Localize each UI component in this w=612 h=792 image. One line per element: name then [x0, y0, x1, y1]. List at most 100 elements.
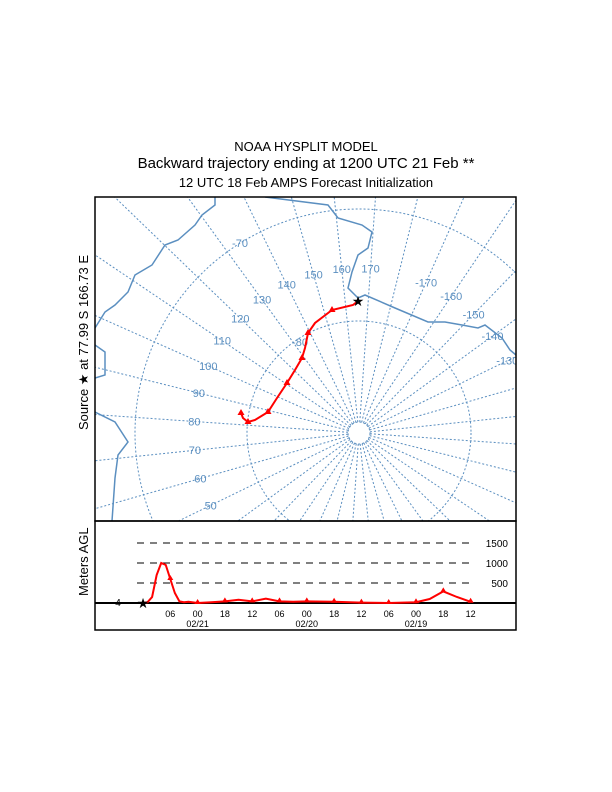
height-panel: 500 1000 1500 4 ★ 06 00 18 12 06 00 18 12 06 00 18 12 02/… [95, 539, 516, 629]
longitude-line [187, 197, 353, 425]
x-tick-label: 12 [247, 609, 257, 619]
trajectory-marker [244, 418, 252, 424]
x-tick-label: 00 [411, 609, 421, 619]
trajectory-marker [298, 354, 306, 360]
height-marker [440, 587, 447, 593]
height-marker [167, 575, 174, 580]
source-star-icon: ★ [352, 293, 365, 309]
longitude-label: 110 [213, 336, 231, 348]
longitude-line [95, 435, 349, 510]
height-axis-label: Meters AGL [76, 527, 91, 596]
height-marker [467, 597, 474, 603]
x-tick-label: 12 [466, 609, 476, 619]
date-label: 02/21 [186, 619, 209, 629]
height-marker [385, 599, 392, 604]
height-frame [94, 520, 517, 631]
title-initialization: 12 UTC 18 Feb AMPS Forecast Initializati… [178, 175, 434, 190]
date-label: 02/19 [405, 619, 428, 629]
height-marker [221, 597, 228, 603]
longitude-line [333, 197, 359, 423]
date-label: 02/20 [296, 619, 319, 629]
height-marker [249, 597, 256, 603]
coastline [264, 197, 516, 356]
longitude-line [273, 440, 352, 521]
x-tick-label: 06 [384, 609, 394, 619]
longitude-line [290, 197, 357, 423]
longitude-label: 60 [194, 473, 206, 485]
longitude-line [336, 443, 357, 521]
longitude-line [95, 414, 349, 433]
longitude-line [363, 442, 403, 521]
coastline [95, 411, 129, 521]
longitude-label: 50 [205, 500, 217, 512]
x-tick-label: 00 [302, 609, 312, 619]
longitude-line [369, 433, 516, 445]
latitude-ring [347, 421, 371, 445]
trajectory-line [240, 300, 359, 424]
trajectory-marker [283, 379, 291, 385]
longitude-label: 90 [193, 388, 205, 400]
x-tick-label: 06 [274, 609, 284, 619]
longitude-line [363, 197, 465, 424]
longitude-label: -130 [496, 356, 518, 368]
longitude-label: 120 [231, 313, 249, 325]
longitude-line [359, 197, 377, 423]
longitude-line [352, 443, 359, 521]
height-marker [276, 597, 283, 603]
start-height-label: 4 [115, 598, 121, 609]
longitude-line [365, 441, 424, 521]
longitude-line [361, 443, 385, 521]
longitude-label: 170 [361, 263, 379, 275]
height-marker [413, 598, 419, 604]
longitude-line [237, 439, 351, 521]
longitude-line [369, 416, 516, 433]
title-trajectory: Backward trajectory ending at 1200 UTC 2… [137, 155, 475, 172]
longitude-line [369, 435, 516, 473]
longitude-line [367, 318, 516, 427]
height-line [142, 561, 471, 605]
latitude-ring [246, 320, 472, 521]
x-tick-label: 06 [165, 609, 175, 619]
longitude-line [114, 197, 352, 426]
longitude-label: 150 [304, 269, 322, 281]
longitude-line [368, 437, 516, 504]
longitude-label: -150 [463, 309, 485, 321]
longitude-line [364, 199, 516, 425]
x-tick-label: 18 [438, 609, 448, 619]
gridline-label: 500 [491, 579, 508, 590]
longitude-line [367, 438, 490, 521]
title-model: NOAA HYSPLIT MODEL [234, 139, 378, 154]
coastline [95, 344, 106, 379]
coastline [95, 197, 216, 329]
trajectory-marker [304, 329, 312, 335]
longitude-line [368, 355, 516, 429]
longitude-line [366, 440, 451, 521]
longitude-label: 80 [188, 416, 200, 428]
height-marker [331, 597, 338, 603]
trajectory-marker [264, 408, 272, 414]
longitude-line [359, 443, 369, 521]
x-tick-label: 18 [329, 609, 339, 619]
gridline-label: 1000 [486, 559, 509, 570]
longitude-line [361, 197, 419, 423]
longitude-line [369, 387, 516, 431]
longitude-line [95, 366, 349, 431]
height-marker [194, 599, 201, 604]
trajectory-marker [237, 409, 245, 415]
longitude-label: -160 [440, 291, 462, 303]
height-marker [358, 598, 365, 604]
height-marker [303, 597, 310, 603]
longitude-line [95, 254, 351, 428]
longitude-label: -50 [450, 564, 466, 576]
longitude-label: 130 [253, 295, 271, 307]
longitude-line [95, 433, 349, 462]
x-tick-label: 00 [193, 609, 203, 619]
longitude-label: 140 [277, 280, 295, 292]
longitude-label: -170 [415, 277, 437, 289]
longitude-label: 70 [189, 445, 201, 457]
longitude-line [243, 197, 355, 424]
source-star-icon: ★ [137, 595, 150, 611]
